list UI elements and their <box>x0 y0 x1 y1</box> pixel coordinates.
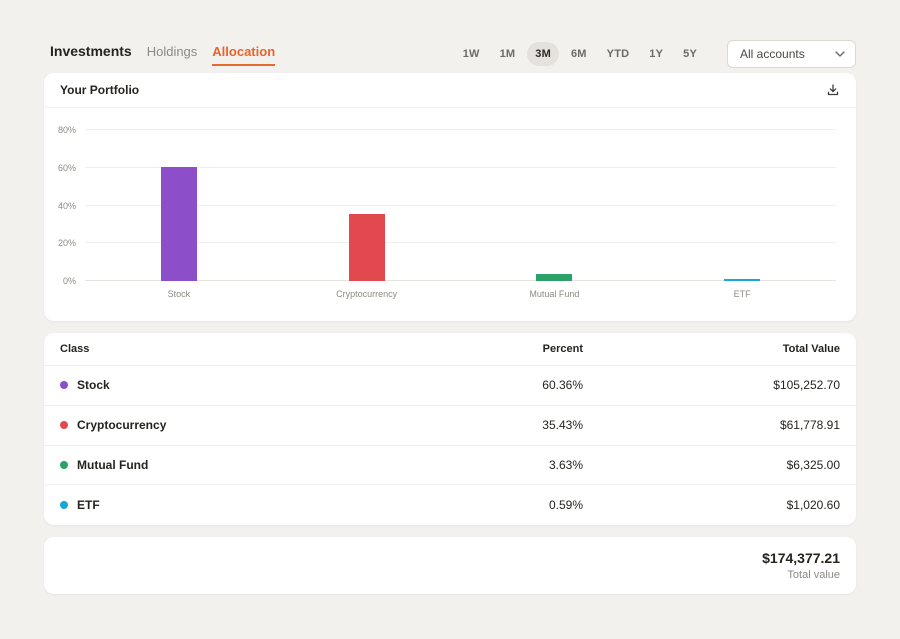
gridline-0: 0% <box>63 276 836 286</box>
download-icon <box>826 83 840 97</box>
tab-allocation[interactable]: Allocation <box>212 44 276 66</box>
y-axis-tick-label: 60% <box>57 162 76 173</box>
portfolio-card: Your Portfolio 0% 20% 40% 60% 80% Stock Crypt… <box>44 73 856 321</box>
chart-plot-area: 0% 20% 40% 60% 80% <box>58 108 836 286</box>
tab-holdings[interactable]: Holdings <box>146 43 198 59</box>
percent-cell: 0.59% <box>548 498 583 513</box>
class-color-dot <box>60 501 68 510</box>
total-value-cell: $61,778.91 <box>779 418 840 433</box>
portfolio-card-title: Your Portfolio <box>60 83 140 97</box>
class-cell: Cryptocurrency <box>60 418 473 432</box>
class-cell: Stock <box>60 378 473 392</box>
range-button-ytd[interactable]: YTD <box>606 48 630 60</box>
account-select-value: All accounts <box>740 47 805 61</box>
class-name: Stock <box>77 378 110 393</box>
x-axis-label-mutual-fund: Mutual Fund <box>529 289 580 299</box>
gridline-40: 40% <box>58 201 836 211</box>
gridline-20: 20% <box>58 238 836 248</box>
range-button-6m[interactable]: 6M <box>570 48 587 60</box>
chart-category-labels: Stock Cryptocurrency Mutual Fund ETF <box>85 289 836 303</box>
column-header-percent: Percent <box>542 343 583 355</box>
chart-bars <box>85 108 836 281</box>
tab-investments[interactable]: Investments <box>50 42 132 59</box>
class-name: Mutual Fund <box>77 457 149 472</box>
range-button-1m[interactable]: 1M <box>499 48 516 60</box>
column-header-class: Class <box>60 343 90 355</box>
x-axis-label-cryptocurrency: Cryptocurrency <box>336 289 398 299</box>
portfolio-card-header: Your Portfolio <box>44 73 856 108</box>
y-axis-tick-label: 20% <box>57 238 76 249</box>
column-header-total-value: Total Value <box>782 343 840 355</box>
account-select[interactable]: All accounts <box>727 40 856 68</box>
total-value-label: Total value <box>787 569 840 581</box>
bar-slot-cryptocurrency <box>273 108 461 281</box>
total-value-cell: $105,252.70 <box>773 378 840 393</box>
class-name: ETF <box>77 498 100 513</box>
range-button-1w[interactable]: 1W <box>462 48 480 60</box>
bar-chart: 0% 20% 40% 60% 80% Stock Cryptocurrency Mutual… <box>44 108 856 321</box>
table-body: Stock 60.36% $105,252.70 Cryptocurrency 35.4… <box>44 366 856 525</box>
y-axis-tick-label: 0% <box>62 276 76 286</box>
allocation-table: Class Percent Total Value Stock 60.36% $10… <box>44 333 856 525</box>
range-button-1y[interactable]: 1Y <box>649 48 664 60</box>
class-cell: Mutual Fund <box>60 458 473 472</box>
range-button-5y[interactable]: 5Y <box>683 48 697 60</box>
bar-slot-etf <box>648 108 836 281</box>
download-button[interactable] <box>826 83 840 97</box>
total-card: $174,377.21 Total value <box>44 537 856 594</box>
y-axis-tick-label: 80% <box>57 125 76 135</box>
class-color-dot <box>60 460 68 469</box>
topbar: Investments Holdings Allocation 1W 1M 3M 6M YT… <box>50 38 856 70</box>
x-axis-label-etf: ETF <box>733 289 751 299</box>
bar-slot-stock <box>85 108 273 281</box>
topbar-controls: 1W 1M 3M 6M YTD 1Y 5Y All accounts <box>455 40 856 68</box>
range-selector: 1W 1M 3M 6M YTD 1Y 5Y <box>455 42 705 66</box>
class-color-dot <box>60 381 68 390</box>
bar-mutual-fund[interactable] <box>536 274 573 281</box>
bar-stock[interactable] <box>160 167 197 281</box>
y-axis-tick-label: 40% <box>57 200 76 211</box>
gridline-60: 60% <box>58 163 836 173</box>
table-row-etf: ETF 0.59% $1,020.60 <box>44 485 856 525</box>
percent-cell: 3.63% <box>548 457 583 472</box>
view-tabs: Investments Holdings Allocation <box>50 42 276 66</box>
table-header-row: Class Percent Total Value <box>44 333 856 366</box>
total-value: $174,377.21 <box>762 550 840 566</box>
gridline-80: 80% <box>58 125 836 135</box>
x-axis-label-stock: Stock <box>167 289 191 299</box>
table-row-stock: Stock 60.36% $105,252.70 <box>44 366 856 406</box>
class-color-dot <box>60 421 68 430</box>
class-cell: ETF <box>60 498 473 512</box>
bar-cryptocurrency[interactable] <box>348 214 385 281</box>
range-button-3m[interactable]: 3M <box>527 42 559 66</box>
percent-cell: 60.36% <box>542 378 583 393</box>
total-value-cell: $6,325.00 <box>786 457 840 472</box>
table-row-mutual-fund: Mutual Fund 3.63% $6,325.00 <box>44 446 856 486</box>
bar-slot-mutual-fund <box>461 108 649 281</box>
bar-etf[interactable] <box>724 278 761 281</box>
percent-cell: 35.43% <box>542 418 583 433</box>
chevron-down-icon <box>835 51 845 57</box>
class-name: Cryptocurrency <box>77 418 167 433</box>
table-row-cryptocurrency: Cryptocurrency 35.43% $61,778.91 <box>44 406 856 446</box>
total-value-cell: $1,020.60 <box>786 498 840 513</box>
